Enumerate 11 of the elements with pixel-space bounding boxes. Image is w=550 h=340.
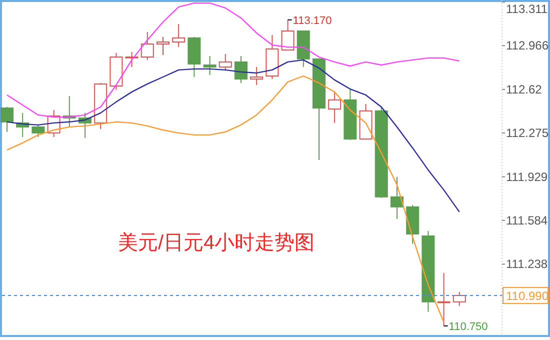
y-tick-label: 111.929 [506,170,548,184]
y-tick-label: 111.238 [506,257,548,272]
y-tick-label: 113.311 [506,2,548,16]
annotation: 110.750 [448,320,488,333]
y-tick-label: 112.275 [506,126,549,140]
text: 美元/日元4小时走势图 [118,231,315,254]
ref-line-label: 110.990 [506,289,549,304]
annotation: 113.170 [292,14,332,27]
y-tick-label: 112.62 [506,82,542,96]
y-tick-label: 112.966 [506,38,549,53]
y-tick-label: 111.584 [506,213,548,228]
